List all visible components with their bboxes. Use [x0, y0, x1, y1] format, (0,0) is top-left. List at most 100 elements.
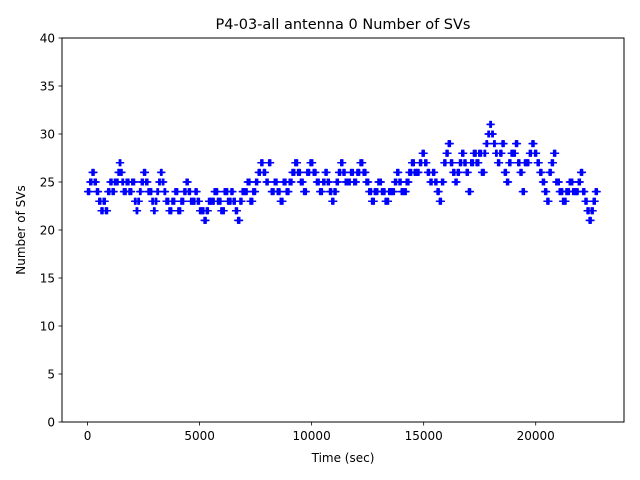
y-tick-label: 40: [40, 31, 55, 45]
data-point: [134, 207, 142, 215]
data-point: [464, 168, 472, 176]
y-tick-label: 35: [40, 79, 55, 93]
data-point: [158, 168, 166, 176]
data-point: [370, 197, 378, 205]
data-point: [168, 207, 176, 215]
data-point: [377, 178, 385, 186]
data-point: [86, 188, 94, 196]
data-point: [555, 178, 563, 186]
data-point: [137, 188, 145, 196]
data-point: [128, 188, 136, 196]
data-point: [267, 159, 275, 167]
data-point: [545, 197, 553, 205]
y-tick-label: 10: [40, 319, 55, 333]
chart-title: P4-03-all antenna 0 Number of SVs: [216, 17, 471, 33]
data-point: [440, 178, 448, 186]
data-point: [498, 149, 506, 157]
data-point: [540, 178, 548, 186]
data-point: [334, 178, 342, 186]
data-point: [444, 149, 452, 157]
data-point: [276, 188, 284, 196]
x-axis-ticks: 0 5000 10000 15000 20000: [84, 422, 555, 443]
x-tick-label: 10000: [293, 429, 331, 443]
data-point: [110, 188, 118, 196]
data-point: [264, 178, 272, 186]
data-point: [302, 188, 310, 196]
data-point: [507, 159, 515, 167]
data-point: [160, 178, 168, 186]
data-point: [589, 207, 597, 215]
data-point: [453, 178, 461, 186]
data-point: [402, 188, 410, 196]
data-point: [437, 197, 445, 205]
data-point: [162, 188, 170, 196]
data-point: [195, 197, 203, 205]
data-point: [312, 168, 320, 176]
y-tick-label: 0: [47, 415, 55, 429]
data-point: [435, 188, 443, 196]
data-point: [151, 207, 159, 215]
data-point: [460, 149, 468, 157]
data-point: [579, 168, 587, 176]
data-point: [552, 149, 560, 157]
data-point: [390, 188, 398, 196]
data-point: [288, 178, 296, 186]
data-point: [449, 159, 457, 167]
data-point: [395, 168, 403, 176]
data-point: [251, 188, 259, 196]
data-point: [535, 159, 543, 167]
data-point: [475, 159, 483, 167]
data-point: [90, 168, 98, 176]
data-point: [384, 197, 392, 205]
data-point: [236, 216, 244, 224]
data-point: [502, 168, 510, 176]
x-tick-label: 20000: [517, 429, 555, 443]
data-point: [202, 216, 210, 224]
data-point: [103, 207, 111, 215]
y-tick-label: 25: [40, 175, 55, 189]
x-axis-label: Time (sec): [311, 451, 375, 465]
data-point: [420, 149, 428, 157]
data-point: [352, 178, 360, 186]
data-point: [330, 197, 338, 205]
data-point: [520, 188, 528, 196]
data-point: [249, 197, 257, 205]
data-point: [332, 188, 340, 196]
data-point: [489, 130, 497, 138]
data-point: [180, 197, 188, 205]
data-point: [238, 197, 246, 205]
plot-area: [62, 38, 624, 422]
data-point: [496, 159, 504, 167]
data-point: [455, 168, 463, 176]
data-point: [261, 168, 269, 176]
data-point: [547, 168, 555, 176]
data-point: [309, 159, 317, 167]
y-tick-label: 30: [40, 127, 55, 141]
y-tick-label: 20: [40, 223, 55, 237]
data-point: [405, 178, 413, 186]
data-point: [142, 168, 150, 176]
data-point: [101, 197, 109, 205]
data-point: [533, 149, 541, 157]
data-point: [118, 168, 126, 176]
data-point: [153, 197, 161, 205]
data-point: [279, 197, 287, 205]
data-point: [415, 168, 423, 176]
data-point: [500, 140, 508, 148]
data-point: [480, 168, 488, 176]
data-point: [362, 168, 370, 176]
data-point: [184, 178, 192, 186]
data-point: [587, 216, 595, 224]
x-tick-label: 0: [84, 429, 92, 443]
data-points: [84, 120, 601, 224]
data-point: [525, 159, 533, 167]
data-point: [530, 140, 538, 148]
data-point: [254, 178, 262, 186]
data-point: [423, 159, 431, 167]
data-point: [583, 197, 591, 205]
data-point: [171, 197, 179, 205]
data-point: [339, 159, 347, 167]
data-point: [365, 178, 373, 186]
data-point: [117, 159, 125, 167]
